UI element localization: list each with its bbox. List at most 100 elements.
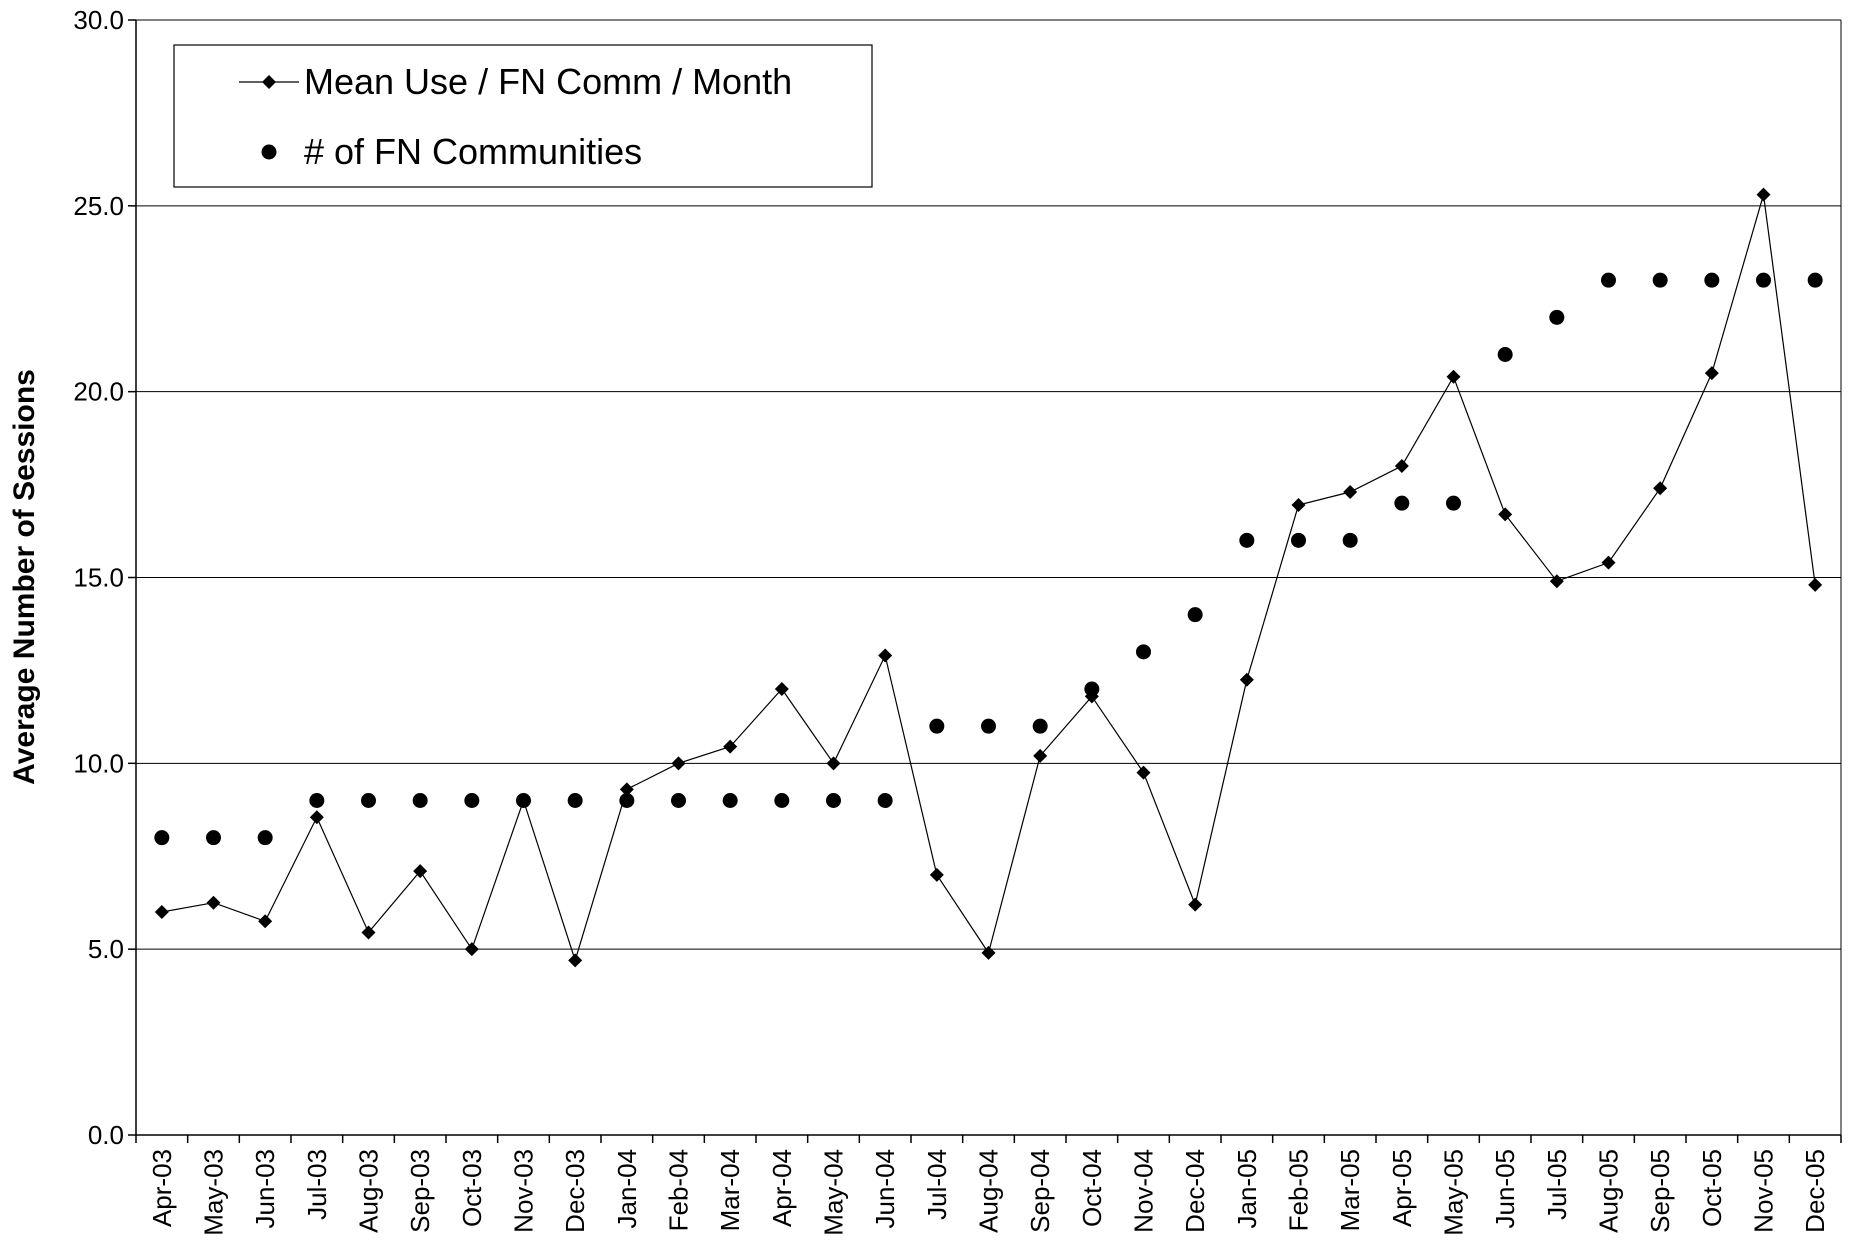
x-tick-label: Jul-05 (1542, 1149, 1572, 1220)
dot-marker (464, 793, 480, 808)
y-tick-label: 10.0 (73, 748, 124, 778)
dot-marker (1601, 272, 1616, 288)
x-tick-label: Apr-03 (147, 1149, 177, 1227)
x-tick-label: Jan-05 (1232, 1149, 1262, 1229)
y-axis-title: Average Number of Sessions (8, 369, 41, 785)
x-tick-label: Aug-05 (1594, 1149, 1624, 1233)
x-tick-label: Sep-03 (405, 1149, 435, 1233)
x-tick-label: Aug-04 (974, 1149, 1004, 1233)
dot-marker (1342, 532, 1358, 548)
x-tick-label: Feb-05 (1284, 1149, 1314, 1231)
x-tick-label: Dec-03 (560, 1149, 590, 1233)
x-tick-label: Nov-05 (1749, 1149, 1779, 1233)
line-marker (1239, 672, 1254, 687)
dot-marker (1807, 272, 1823, 288)
dot-marker (1032, 718, 1048, 734)
line-marker (1136, 765, 1151, 780)
x-tick-label: Jan-04 (612, 1149, 642, 1229)
dot-marker (826, 793, 841, 808)
line-marker (878, 648, 893, 663)
y-tick-label: 5.0 (88, 934, 124, 964)
legend-label: Mean Use / FN Comm / Month (304, 61, 792, 102)
line-marker (206, 895, 221, 910)
dot-marker (619, 793, 635, 808)
dot-marker (516, 793, 531, 808)
line-marker (1808, 577, 1823, 592)
line-marker (1704, 366, 1719, 381)
line-marker (723, 739, 738, 754)
dot-marker (1446, 495, 1461, 511)
y-tick-label: 25.0 (73, 191, 124, 221)
x-tick-label: Aug-03 (354, 1149, 384, 1233)
x-tick-label: Apr-04 (767, 1149, 797, 1227)
dot-marker (1756, 272, 1771, 288)
line-marker (1549, 574, 1564, 589)
x-tick-label: Mar-05 (1335, 1149, 1365, 1231)
dot-marker (722, 793, 738, 808)
x-tick-label: Jul-04 (922, 1149, 952, 1220)
dot-marker (361, 793, 376, 808)
dot-marker (877, 793, 893, 808)
dot-marker (981, 718, 996, 734)
dot-marker (774, 793, 790, 808)
x-tick-label: Oct-03 (457, 1149, 487, 1227)
x-tick-label: Jun-04 (870, 1149, 900, 1229)
dot-marker (1187, 607, 1203, 623)
y-tick-label: 15.0 (73, 563, 124, 593)
dot-marker (412, 793, 428, 808)
line-marker (309, 810, 324, 825)
y-tick-label: 30.0 (73, 5, 124, 35)
dot-marker (929, 718, 945, 734)
dot-marker (1652, 272, 1668, 288)
y-tick-label: 20.0 (73, 377, 124, 407)
x-tick-label: Dec-05 (1800, 1149, 1830, 1233)
x-tick-label: Sep-05 (1645, 1149, 1675, 1233)
x-tick-label: May-05 (1439, 1149, 1469, 1236)
x-tick-label: Feb-04 (664, 1149, 694, 1231)
line-marker (826, 756, 841, 771)
x-tick-label: May-04 (819, 1149, 849, 1236)
line-marker (981, 945, 996, 960)
line-marker (1756, 187, 1771, 202)
dot-marker (1497, 347, 1513, 362)
line-marker (1343, 485, 1358, 500)
x-tick-label: Oct-04 (1077, 1149, 1107, 1227)
x-tick-label: Oct-05 (1697, 1149, 1727, 1227)
line-marker (1033, 748, 1048, 763)
line-marker (1446, 369, 1461, 384)
dot-marker (206, 830, 221, 846)
line-marker (1291, 498, 1306, 513)
dot-marker (1394, 495, 1410, 511)
x-tick-label: Sep-04 (1025, 1149, 1055, 1233)
line-marker (619, 782, 634, 797)
legend-label: # of FN Communities (304, 131, 642, 172)
dot-marker (154, 830, 170, 846)
line-marker (1188, 897, 1203, 912)
dot-marker (1239, 532, 1255, 548)
legend-marker (261, 144, 277, 160)
x-tick-label: Jun-03 (250, 1149, 280, 1229)
line-marker (361, 925, 376, 940)
dot-marker (1291, 532, 1306, 548)
line-marker (1601, 555, 1616, 570)
line-marker (1498, 507, 1513, 522)
dot-marker (257, 830, 273, 846)
line-marker (568, 953, 583, 968)
dot-marker (309, 793, 325, 808)
dot-marker (1084, 681, 1100, 697)
line-marker (774, 682, 789, 696)
dot-marker (567, 793, 583, 808)
x-tick-label: Apr-05 (1387, 1149, 1417, 1227)
x-tick-label: Nov-03 (509, 1149, 539, 1233)
x-tick-label: Mar-04 (715, 1149, 745, 1231)
legend-box (173, 44, 873, 188)
line-marker (1394, 459, 1409, 473)
line-marker (258, 914, 273, 929)
legend-marker (262, 75, 276, 89)
x-tick-label: Jun-05 (1490, 1149, 1520, 1229)
x-tick-label: May-03 (199, 1149, 229, 1236)
x-tick-label: Dec-04 (1180, 1149, 1210, 1233)
dot-marker (671, 793, 686, 808)
